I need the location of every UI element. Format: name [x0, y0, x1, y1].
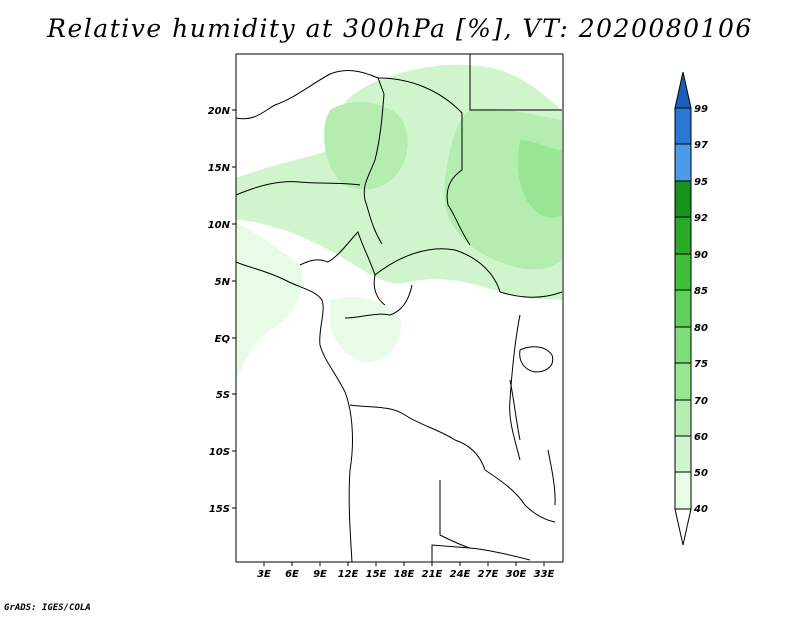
colorbar-segment-50-60	[674, 435, 692, 473]
colorbar: 40 50 60 70 75 80 85 90 92 95 97 99	[674, 71, 708, 546]
humidity-region-central	[330, 296, 401, 362]
lon-label: 30E	[506, 569, 527, 580]
colorbar-segment-60-70	[674, 399, 692, 437]
colorbar-segment-85-90	[674, 253, 692, 291]
border-car	[374, 248, 501, 293]
colorbar-label: 75	[694, 359, 708, 370]
border-south-sudan	[499, 291, 563, 298]
map-title: Relative humidity at 300hPa [%], VT: 202…	[47, 14, 753, 43]
colorbar-top-arrow	[674, 71, 692, 109]
border-egypt-sudan	[469, 54, 562, 111]
lon-label: 12E	[338, 569, 359, 580]
lat-label: 15N	[208, 163, 231, 174]
colorbar-label: 60	[694, 432, 708, 443]
colorbar-segment-80-85	[674, 289, 692, 328]
colorbar-segment-95-97	[674, 143, 692, 182]
lon-label: 18E	[394, 569, 415, 580]
colorbar-label: 70	[694, 396, 708, 407]
colorbar-segment-92-95	[674, 180, 692, 218]
border-angola-north	[349, 404, 486, 471]
map-frame	[235, 53, 564, 563]
lon-axis: 3E 6E 9E 12E 15E 18E 21E 24E 27E 30E 33E	[257, 562, 555, 580]
colorbar-segment-40-50	[674, 471, 692, 510]
colorbar-segment-97-99	[674, 107, 692, 145]
colorbar-segment-70-75	[674, 362, 692, 401]
colorbar-label: 80	[694, 323, 708, 334]
lon-label: 9E	[313, 569, 327, 580]
lat-label: 10S	[209, 447, 230, 458]
lon-label: 15E	[366, 569, 387, 580]
lake-tanganyika	[509, 379, 521, 441]
lat-label: 5S	[216, 390, 230, 401]
border-algeria-niger	[235, 70, 385, 120]
border-drc-east	[509, 314, 521, 461]
lat-label: 10N	[208, 220, 231, 231]
lon-label: 3E	[257, 569, 271, 580]
lake-malawi	[547, 449, 556, 506]
lat-label: 20N	[208, 106, 231, 117]
humidity-shading	[236, 64, 562, 380]
humidity-region-core	[518, 140, 562, 218]
lake-victoria	[519, 346, 554, 373]
colorbar-bottom-arrow	[674, 508, 692, 546]
colorbar-segment-90-92	[674, 216, 692, 255]
lon-label: 27E	[478, 569, 499, 580]
lon-label: 21E	[422, 569, 443, 580]
lat-axis: 20N 15N 10N 5N EQ 5S 10S 15S	[208, 106, 236, 515]
border-zambia	[484, 469, 556, 523]
colorbar-label: 85	[694, 286, 708, 297]
coastline-west	[235, 261, 353, 563]
colorbar-label: 97	[694, 140, 708, 151]
lon-label: 24E	[450, 569, 471, 580]
humidity-region-west	[236, 222, 303, 380]
humidity-region-mid	[324, 101, 408, 190]
lon-label: 33E	[534, 569, 555, 580]
border-cameroon	[299, 231, 386, 306]
lat-label: 15S	[209, 504, 230, 515]
border-congo-drc	[344, 284, 413, 319]
colorbar-label: 99	[694, 104, 708, 115]
grads-credit: GrADS: IGES/COLA	[4, 603, 91, 613]
border-south	[431, 544, 531, 562]
lat-label: EQ	[215, 334, 231, 345]
colorbar-segment-75-80	[674, 326, 692, 364]
colorbar-label: 95	[694, 177, 708, 188]
border-libya-chad	[377, 77, 471, 246]
country-borders	[235, 54, 563, 563]
colorbar-label: 92	[694, 213, 708, 224]
colorbar-label: 90	[694, 250, 708, 261]
border-sahel	[235, 181, 361, 196]
lon-label: 6E	[285, 569, 299, 580]
colorbar-label: 50	[694, 468, 708, 479]
lat-label: 5N	[215, 277, 231, 288]
colorbar-label: 40	[693, 504, 708, 515]
border-angola-east	[439, 480, 471, 549]
border-chad-west	[363, 93, 385, 245]
